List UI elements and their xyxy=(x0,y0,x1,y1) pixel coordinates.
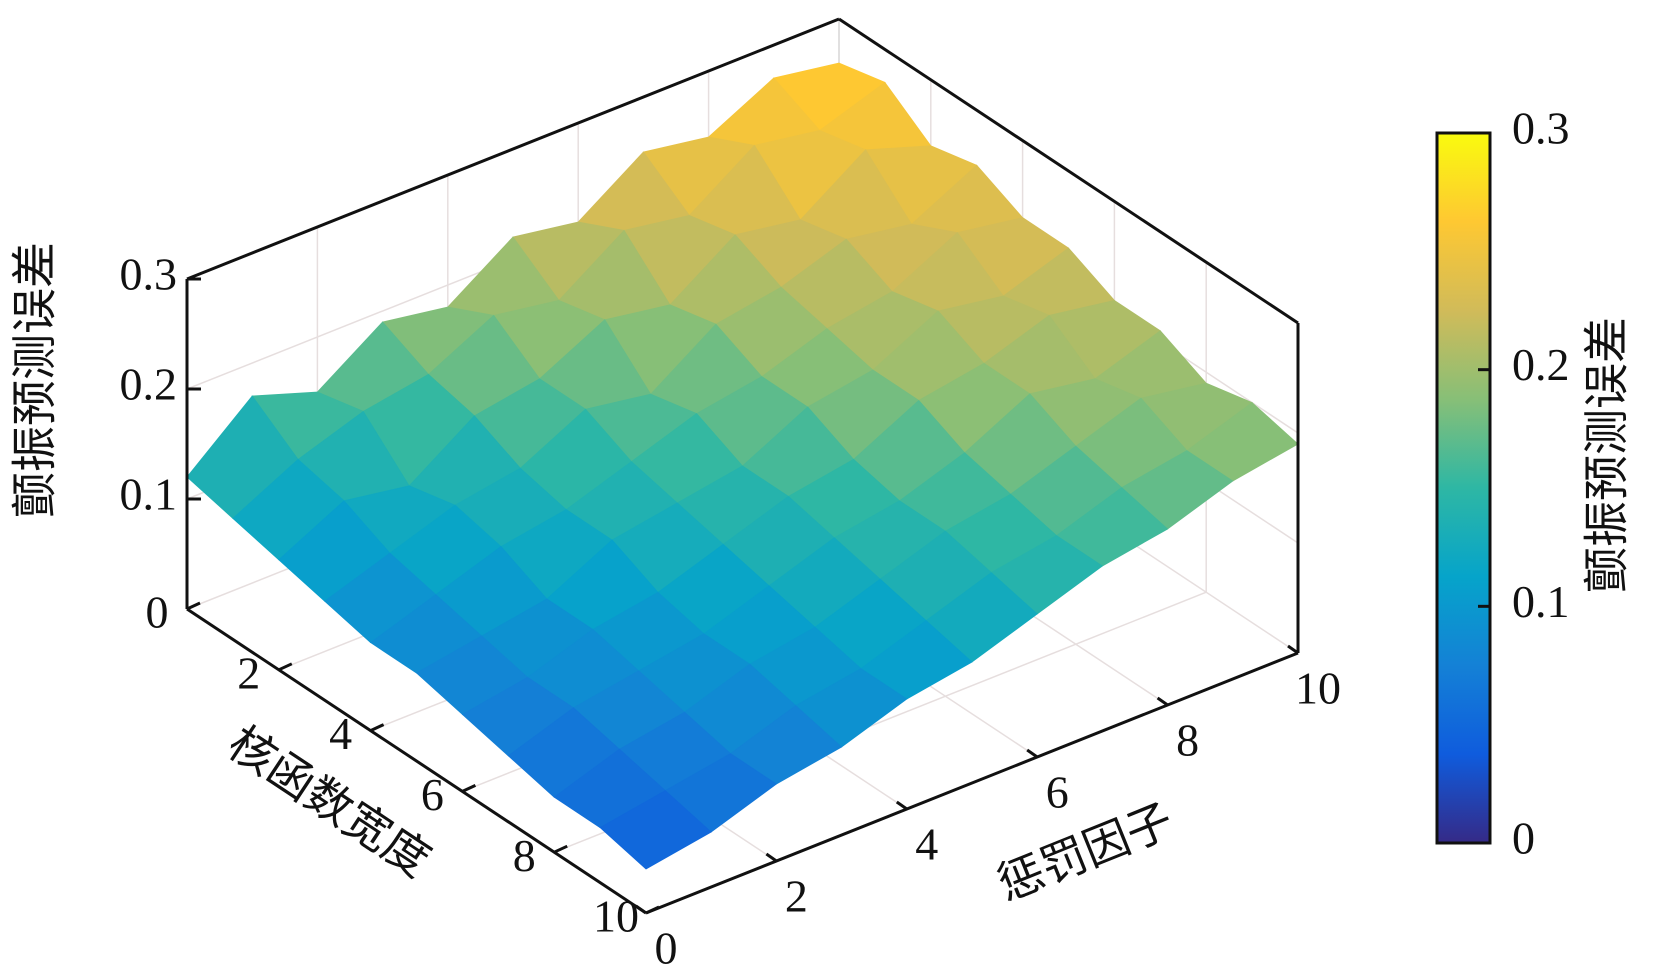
colorbar-tick-label: 0 xyxy=(1512,813,1535,864)
y-tick xyxy=(765,852,778,863)
y-tick-label: 6 xyxy=(1046,767,1069,818)
x-tick xyxy=(645,905,660,915)
x-tick-label: 4 xyxy=(329,708,352,759)
x-tick-label: 8 xyxy=(513,830,536,881)
x-tick xyxy=(278,662,293,672)
x-tick xyxy=(461,784,477,793)
z-tick-label: 0.3 xyxy=(120,249,178,300)
axis-edge xyxy=(838,17,1299,325)
x-tick-label: 10 xyxy=(593,891,639,942)
y-axis-label: 惩罚因子 xyxy=(990,794,1180,910)
y-tick xyxy=(1026,748,1039,759)
colorbar-tick-label: 0.2 xyxy=(1512,339,1570,390)
axis-edge xyxy=(645,651,1299,915)
colorbar-tick-label: 0.3 xyxy=(1512,103,1570,154)
colorbar-tick-label: 0.1 xyxy=(1512,576,1570,627)
y-tick xyxy=(1156,696,1169,707)
y-tick xyxy=(635,904,647,915)
y-tick xyxy=(895,800,908,811)
x-tick xyxy=(553,844,568,854)
y-tick xyxy=(1287,644,1299,655)
x-tick-label: 6 xyxy=(421,769,444,820)
axis-edge xyxy=(186,17,840,281)
z-axis-label: 颤振预测误差 xyxy=(10,242,61,518)
x-tick-label: 0 xyxy=(146,587,169,638)
y-tick-label: 2 xyxy=(785,871,808,922)
x-tick xyxy=(369,723,385,732)
y-tick-label: 10 xyxy=(1295,663,1341,714)
colorbar-label: 颤振预测误差 xyxy=(1582,317,1633,593)
x-tick-label: 2 xyxy=(237,647,260,698)
colorbar xyxy=(1435,131,1492,845)
z-tick-label: 0.1 xyxy=(120,469,178,520)
z-tick-label: 0.2 xyxy=(120,359,178,410)
y-tick-label: 4 xyxy=(915,819,938,870)
y-tick-label: 0 xyxy=(655,923,678,969)
x-tick xyxy=(186,601,201,611)
y-tick-label: 8 xyxy=(1176,715,1199,766)
surface-cell xyxy=(599,790,712,870)
surface xyxy=(186,62,1299,870)
axis-edge xyxy=(186,607,647,915)
